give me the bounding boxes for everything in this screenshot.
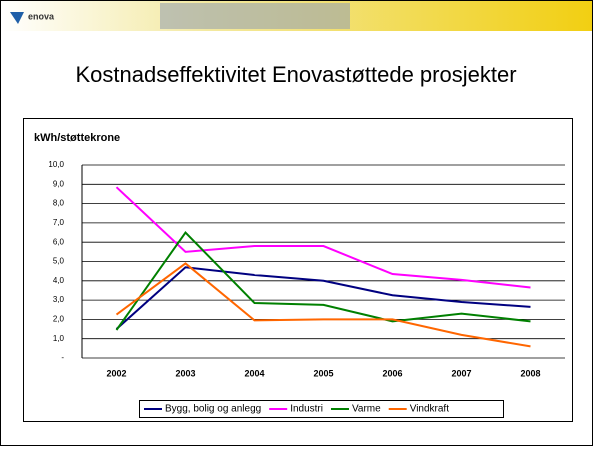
y-tick-label: 10,0 (48, 160, 64, 169)
slide-title: Kostnadseffektivitet Enovastøttede prosj… (75, 62, 516, 87)
chart-box (23, 118, 573, 422)
series-line (115, 186, 531, 289)
x-tick-label: 2005 (313, 368, 333, 378)
y-tick-label: 6,0 (53, 237, 65, 246)
x-tick-label: 2006 (382, 368, 402, 378)
legend-label: Bygg, bolig og anlegg (165, 404, 261, 415)
x-tick-label: 2007 (451, 368, 471, 378)
y-tick-label: 1,0 (53, 334, 65, 343)
y-tick-label: 4,0 (53, 276, 65, 285)
y-tick-label: 7,0 (53, 218, 65, 227)
x-tick-label: 2002 (106, 368, 126, 378)
y-tick-label: 3,0 (53, 295, 65, 304)
logo-text: enova (28, 11, 55, 21)
y-tick-label: 2,0 (53, 315, 65, 324)
legend-label: Vindkraft (410, 404, 450, 415)
x-tick-label: 2008 (520, 368, 540, 378)
logo-icon (10, 12, 24, 24)
series-line (115, 262, 531, 348)
legend-label: Industri (290, 404, 323, 415)
legend-box (139, 400, 504, 418)
x-tick-label: 2004 (244, 368, 264, 378)
header-image (160, 3, 350, 29)
chart-title: kWh/støttekrone (34, 132, 120, 144)
y-tick-label: 8,0 (53, 199, 65, 208)
series-line (115, 230, 531, 331)
y-tick-label: - (61, 353, 64, 362)
y-tick-label: 5,0 (53, 257, 65, 266)
x-tick-label: 2003 (175, 368, 195, 378)
y-tick-label: 9,0 (53, 179, 65, 188)
legend-label: Varme (352, 404, 381, 415)
series-line (115, 266, 531, 330)
